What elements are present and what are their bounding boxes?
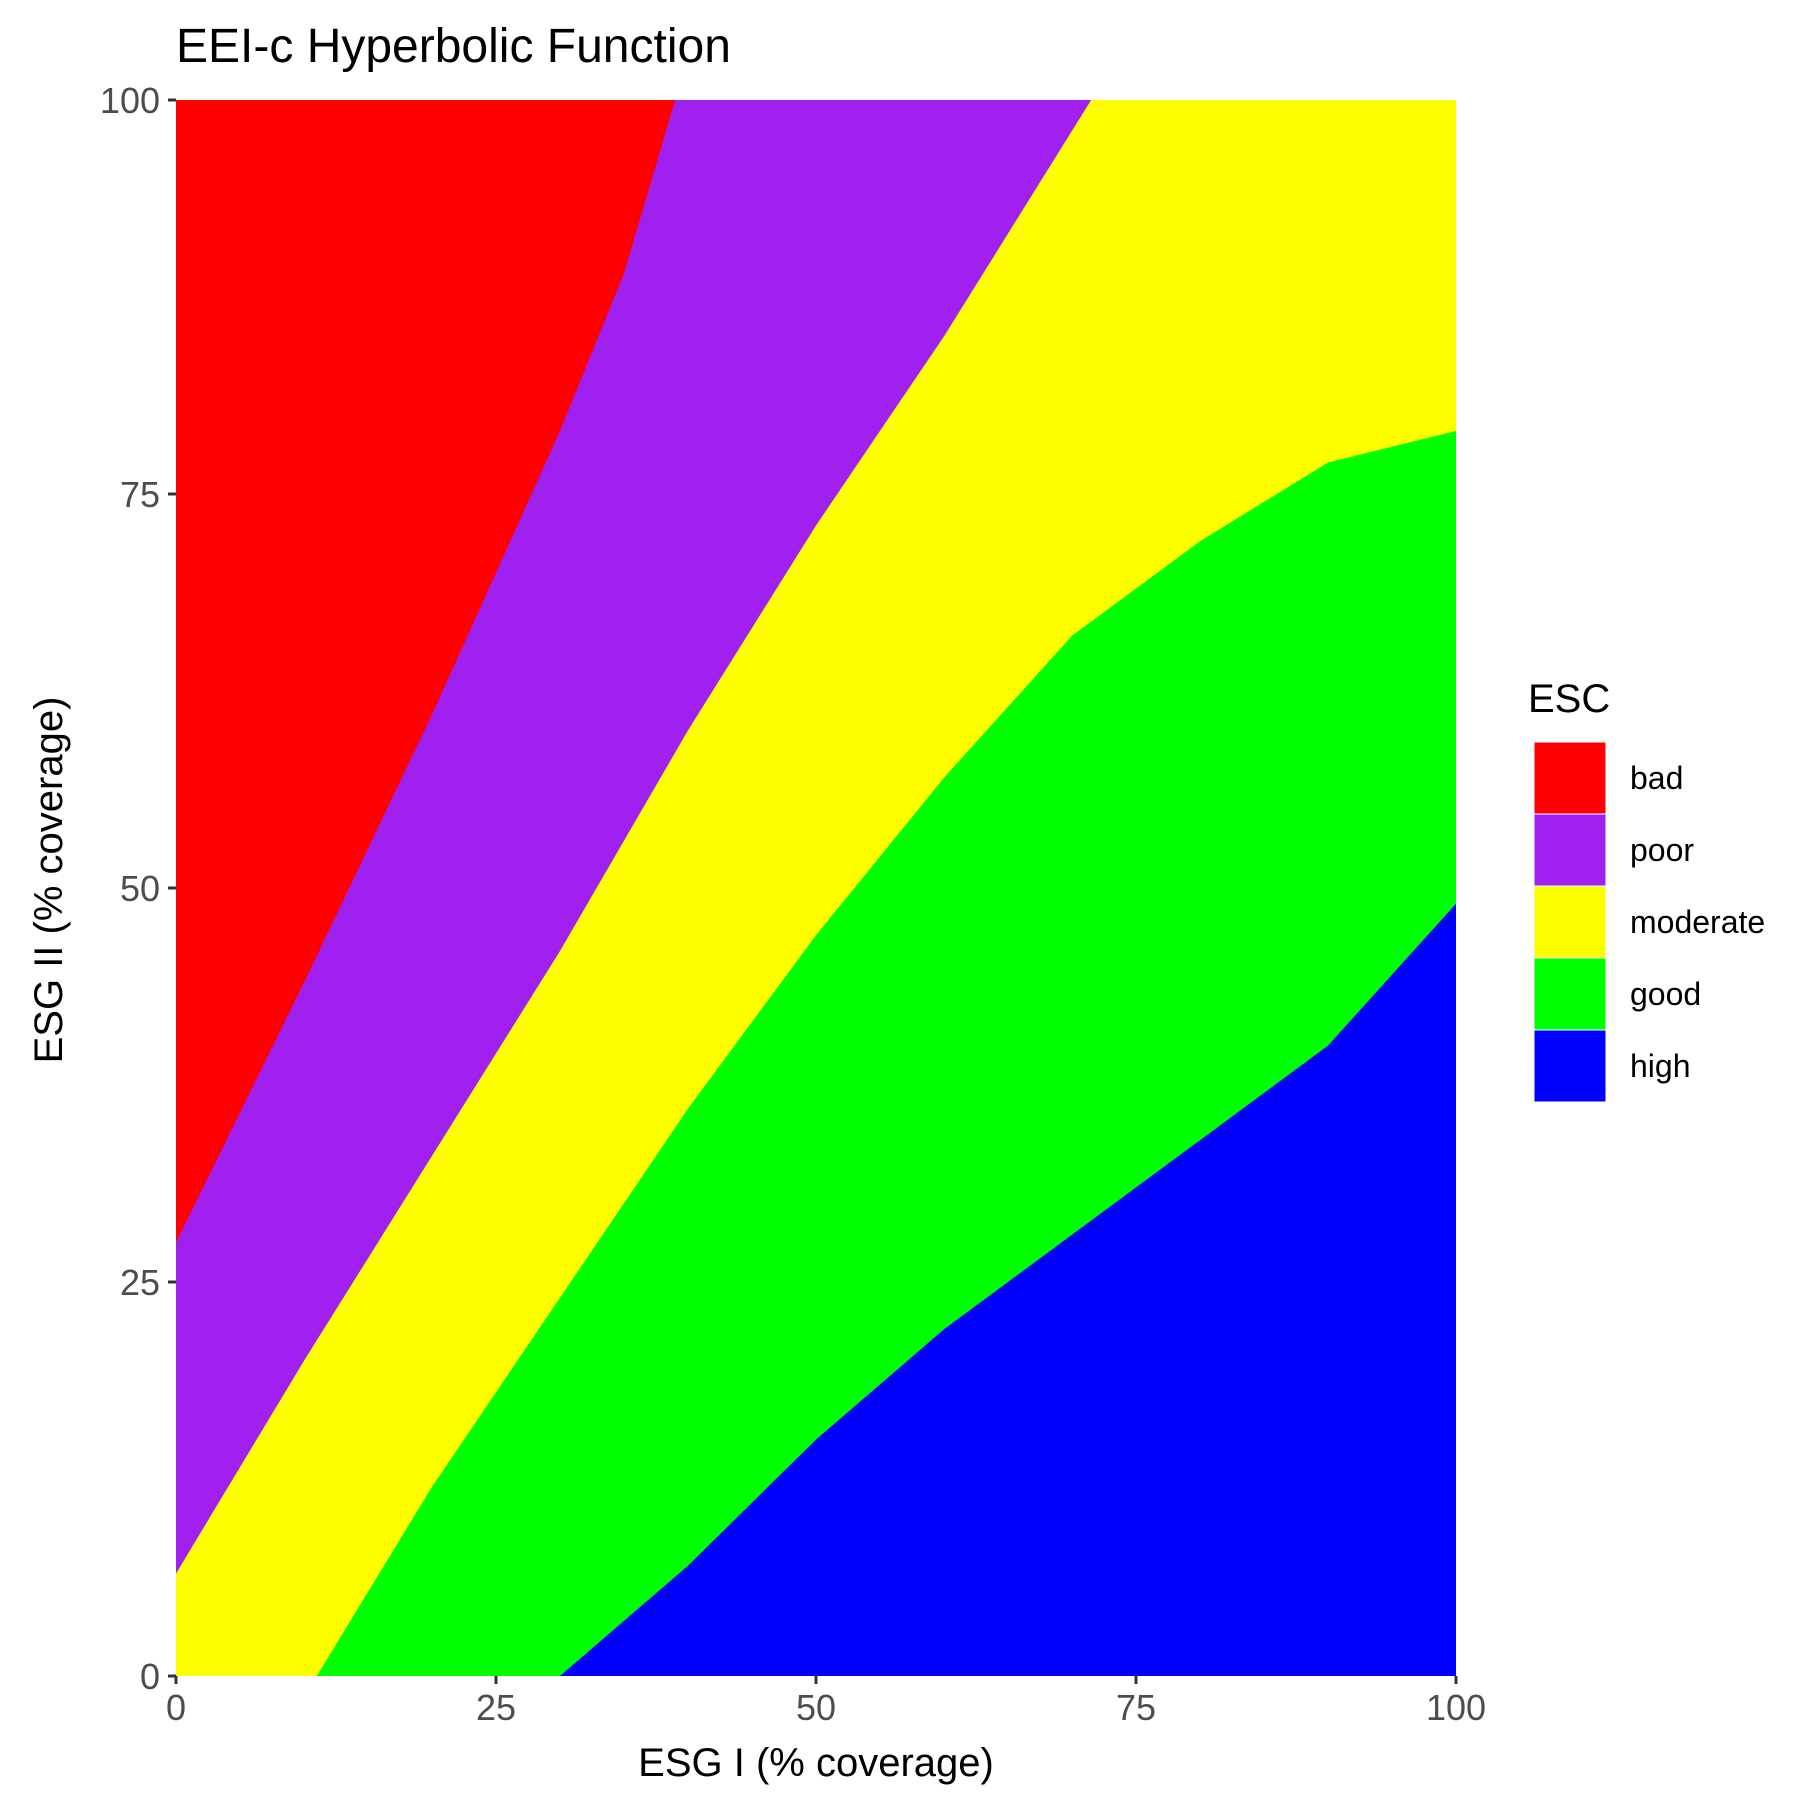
y-tick-label: 100	[100, 80, 160, 121]
legend-label-bad: bad	[1630, 760, 1683, 796]
x-tick-label: 100	[1426, 1687, 1486, 1728]
y-tick-label: 75	[120, 474, 160, 515]
axes: 0 25 50 75 100 0 25 50 75 100	[100, 80, 1486, 1728]
legend-key-high	[1533, 1029, 1607, 1103]
x-tick-label: 0	[166, 1687, 186, 1728]
legend-key-good	[1533, 957, 1607, 1031]
region-bad	[176, 100, 676, 1243]
legend: ESC bad poor moderate good high	[1528, 677, 1765, 1103]
legend-label-high: high	[1630, 1048, 1691, 1084]
legend-title: ESC	[1528, 677, 1610, 721]
x-tick-label: 25	[476, 1687, 516, 1728]
y-tick-label: 50	[120, 868, 160, 909]
legend-key-poor	[1533, 813, 1607, 887]
x-tick-label: 50	[796, 1687, 836, 1728]
y-tick-label: 0	[140, 1656, 160, 1697]
legend-label-poor: poor	[1630, 832, 1694, 868]
legend-key-moderate	[1533, 885, 1607, 959]
legend-label-good: good	[1630, 976, 1701, 1012]
y-tick-label: 25	[120, 1262, 160, 1303]
chart-title: EEI-c Hyperbolic Function	[176, 20, 731, 73]
plot-area	[176, 100, 1456, 1676]
legend-key-bad	[1533, 741, 1607, 815]
x-axis-title: ESG I (% coverage)	[638, 1741, 994, 1785]
x-tick-label: 75	[1116, 1687, 1156, 1728]
legend-label-moderate: moderate	[1630, 904, 1765, 940]
y-axis-title: ESG II (% coverage)	[27, 697, 71, 1064]
